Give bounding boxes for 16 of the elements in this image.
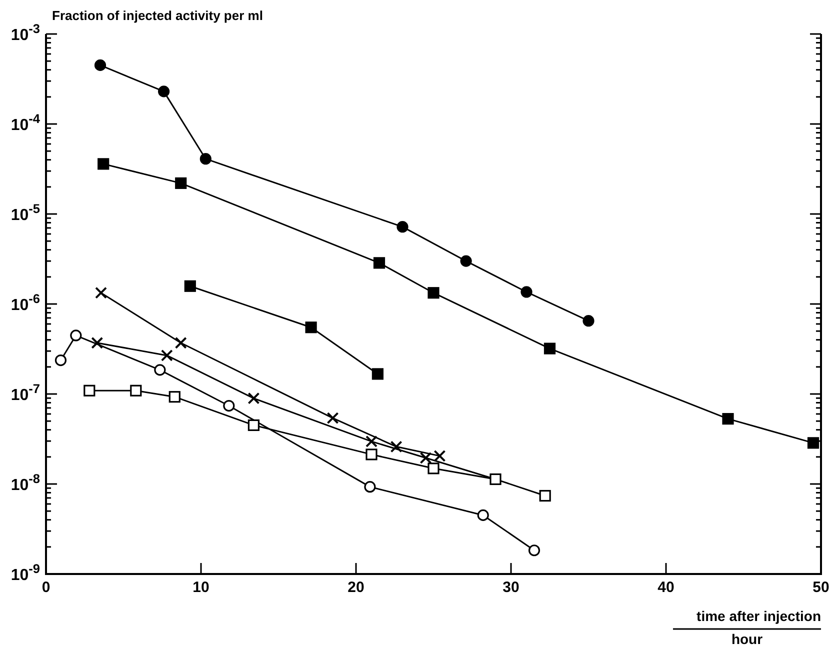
y-axis-title: Fraction of injected activity per ml (52, 8, 263, 23)
x-tick-label: 0 (42, 579, 50, 596)
x-tick-label: 30 (502, 579, 520, 596)
y-tick-label: 10$^{-5}$ (10, 200, 40, 224)
y-tick-label: 10$^{-6}$ (10, 290, 40, 314)
x-tick-label: 50 (812, 579, 830, 596)
x-tick-label: 40 (658, 579, 674, 596)
y-tick-label: 10$^{-8}$ (10, 470, 40, 494)
x-tick-label: 20 (348, 579, 364, 596)
y-tick-label: 10$^{-4}$ (10, 110, 41, 134)
x-tick-label: 10 (192, 579, 210, 596)
text: hour (731, 631, 764, 647)
y-tick-label: 10$^{-9}$ (10, 560, 40, 584)
y-tick-label: 10$^{-7}$ (10, 380, 40, 404)
x-axis-title: time after injection (696, 608, 821, 624)
y-tick-label: 10$^{-3}$ (10, 20, 40, 44)
